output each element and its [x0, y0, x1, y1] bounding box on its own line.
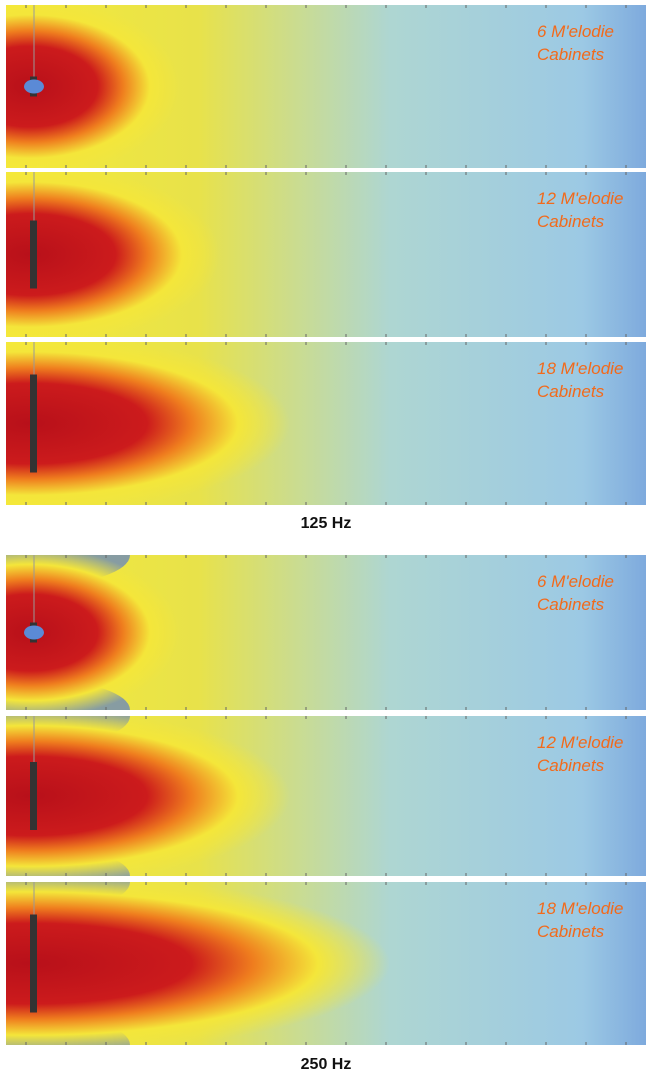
panel-label: 18 M'elodie Cabinets	[537, 359, 623, 401]
label-line: 18 M'elodie	[537, 359, 623, 378]
pressure-field	[6, 172, 220, 337]
heatmap-panel: 18 M'elodie Cabinets	[6, 342, 646, 505]
label-line: Cabinets	[537, 212, 605, 231]
heatmap-panel: 18 M'elodie Cabinets	[6, 882, 646, 1045]
label-line: 6 M'elodie	[537, 22, 614, 41]
panel-label: 12 M'elodie Cabinets	[537, 189, 623, 231]
panel-label: 18 M'elodie Cabinets	[537, 899, 623, 941]
label-line: Cabinets	[537, 922, 605, 941]
speaker-array	[30, 220, 37, 289]
pressure-field	[6, 342, 290, 505]
pressure-field	[6, 555, 180, 710]
panel-label: 6 M'elodie Cabinets	[537, 572, 614, 614]
source-null	[24, 625, 44, 640]
label-line: Cabinets	[537, 595, 605, 614]
pressure-field	[6, 716, 290, 876]
label-line: Cabinets	[537, 382, 605, 401]
panel-label: 6 M'elodie Cabinets	[537, 22, 614, 64]
source-null	[24, 79, 44, 94]
speaker-array	[30, 762, 37, 830]
heatmap-panel: 12 M'elodie Cabinets	[6, 172, 646, 337]
frequency-caption: 125 Hz	[301, 515, 352, 532]
label-line: Cabinets	[537, 756, 605, 775]
pressure-field	[6, 882, 390, 1045]
speaker-array	[30, 374, 37, 473]
panel-label: 12 M'elodie Cabinets	[537, 733, 623, 775]
label-line: 12 M'elodie	[537, 733, 623, 752]
heatmap-panel: 6 M'elodie Cabinets	[6, 555, 646, 710]
label-line: 6 M'elodie	[537, 572, 614, 591]
frequency-caption: 250 Hz	[301, 1056, 352, 1073]
label-line: 12 M'elodie	[537, 189, 623, 208]
label-line: 18 M'elodie	[537, 899, 623, 918]
heatmap-panel: 6 M'elodie Cabinets	[6, 5, 646, 168]
speaker-array	[30, 914, 37, 1013]
pressure-field	[6, 5, 180, 168]
heatmap-panel: 12 M'elodie Cabinets	[6, 716, 646, 876]
label-line: Cabinets	[537, 45, 605, 64]
